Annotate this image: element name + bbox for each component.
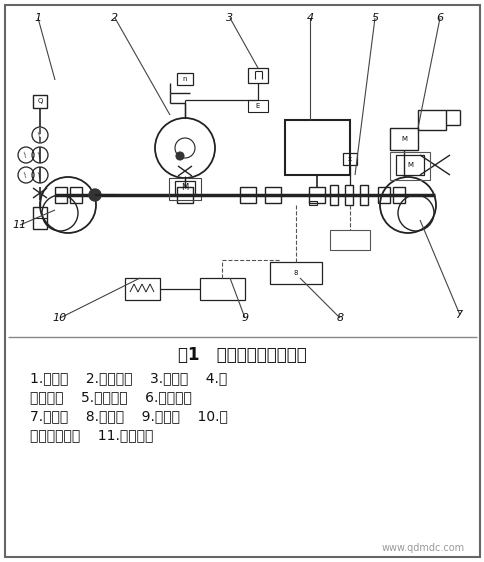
Bar (285, 120, 349, 175)
Text: www.qdmdc.com: www.qdmdc.com (381, 543, 464, 553)
Text: /: / (23, 172, 29, 178)
Bar (329, 230, 369, 250)
Bar (5, 5, 479, 335)
Text: M: M (400, 136, 406, 142)
Text: 2: 2 (111, 13, 118, 23)
Bar (308, 187, 324, 203)
Text: 录器或指示计    11.测试马达: 录器或指示计 11.测试马达 (30, 428, 153, 442)
Text: 8: 8 (293, 270, 298, 276)
Bar (377, 187, 389, 203)
Bar (395, 155, 423, 175)
Bar (177, 187, 193, 203)
Bar (33, 207, 47, 229)
Text: /: / (23, 152, 29, 158)
Bar (417, 110, 445, 130)
Bar (199, 278, 244, 300)
Text: E: E (255, 103, 259, 109)
Bar (247, 68, 268, 83)
Text: M: M (406, 162, 412, 168)
Bar (177, 73, 193, 85)
Text: 9: 9 (241, 313, 248, 323)
Bar (270, 262, 321, 284)
Bar (70, 187, 82, 203)
Bar (308, 201, 317, 205)
Bar (264, 187, 280, 203)
Text: /: / (37, 152, 43, 158)
Bar (329, 185, 337, 205)
Bar (175, 181, 195, 195)
Text: 矩检测器    5.速变装置    6.蜗轮蜗杆: 矩检测器 5.速变装置 6.蜗轮蜗杆 (30, 390, 192, 404)
Text: 5: 5 (371, 13, 378, 23)
Text: 11: 11 (13, 220, 27, 230)
Bar (125, 278, 160, 300)
Circle shape (176, 152, 183, 160)
Bar (168, 178, 200, 200)
Text: 1: 1 (34, 13, 42, 23)
Bar (392, 187, 404, 203)
Bar (342, 153, 356, 165)
Bar (389, 128, 417, 150)
Text: 7: 7 (455, 310, 463, 320)
Text: 3: 3 (226, 13, 233, 23)
Text: /: / (37, 132, 43, 138)
Text: /: / (37, 172, 43, 178)
Text: 7.负荷泵    8.转速表    9.应变计    10.记: 7.负荷泵 8.转速表 9.应变计 10.记 (30, 409, 227, 423)
Text: M: M (181, 184, 188, 193)
Text: 6: 6 (436, 13, 443, 23)
Circle shape (89, 189, 101, 201)
Text: x: x (347, 156, 351, 162)
Bar (55, 187, 67, 203)
Text: 1.流量计    2.调速马达    3.转速表    4.扭: 1.流量计 2.调速马达 3.转速表 4.扭 (30, 371, 227, 385)
Text: 4: 4 (306, 13, 313, 23)
Text: 10: 10 (53, 313, 67, 323)
Bar (389, 152, 429, 180)
Bar (240, 187, 256, 203)
Text: n: n (182, 76, 187, 82)
Text: 8: 8 (336, 313, 343, 323)
Text: Q: Q (37, 98, 43, 104)
Bar (33, 95, 47, 108)
Bar (359, 185, 367, 205)
Bar (344, 185, 352, 205)
Bar (247, 100, 268, 112)
Text: 图1   气马达性能实验装置: 图1 气马达性能实验装置 (177, 346, 306, 364)
